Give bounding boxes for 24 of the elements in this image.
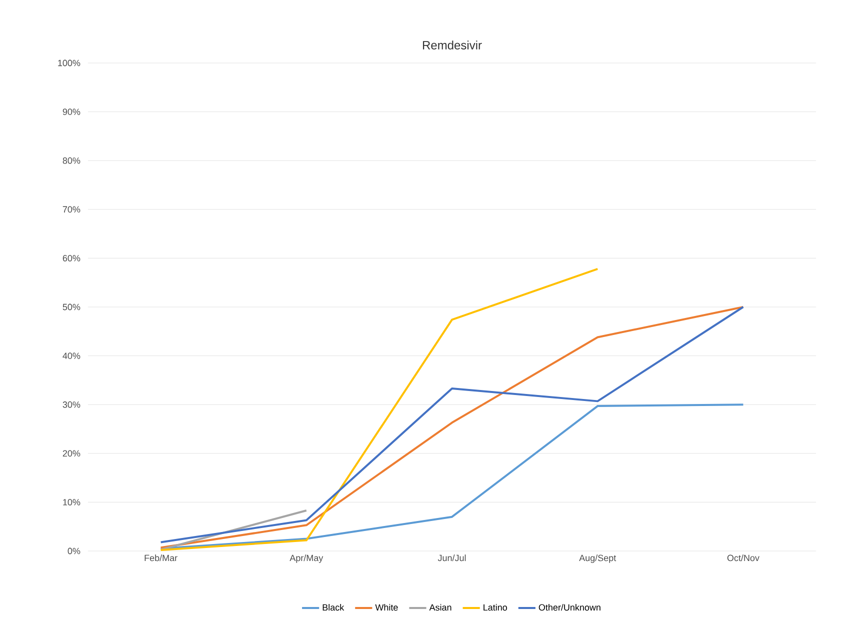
- legend-label: Black: [322, 604, 344, 611]
- line-series: [160, 268, 599, 551]
- y-tick-label: 20%: [62, 450, 80, 457]
- legend-label: Latino: [484, 604, 507, 611]
- legend-label: White: [375, 604, 398, 611]
- line-series: [160, 404, 744, 550]
- y-tick-label: 30%: [62, 401, 80, 408]
- y-tick-label: 60%: [62, 255, 80, 262]
- y-tick-label: 100%: [58, 60, 80, 66]
- x-tick-label: Feb/Mar: [144, 554, 178, 562]
- y-tick-label: 0%: [68, 548, 80, 554]
- legend-label: Asian: [429, 604, 452, 611]
- y-tick-label: 90%: [62, 108, 80, 115]
- x-tick-label: Aug/Sept: [579, 554, 616, 563]
- y-tick-label: 80%: [62, 157, 80, 164]
- x-tick-label: Apr/May: [290, 554, 324, 563]
- y-tick-label: 10%: [63, 499, 80, 506]
- y-tick-label: 40%: [62, 352, 80, 359]
- chart-title: Remdesivir: [422, 40, 482, 50]
- y-tick-label: 50%: [62, 304, 80, 310]
- x-tick-label: Jun/Jul: [438, 554, 466, 562]
- y-tick-label: 70%: [62, 206, 80, 213]
- legend-label: Other/Unknown: [538, 604, 600, 611]
- x-tick-label: Oct/Nov: [727, 554, 760, 562]
